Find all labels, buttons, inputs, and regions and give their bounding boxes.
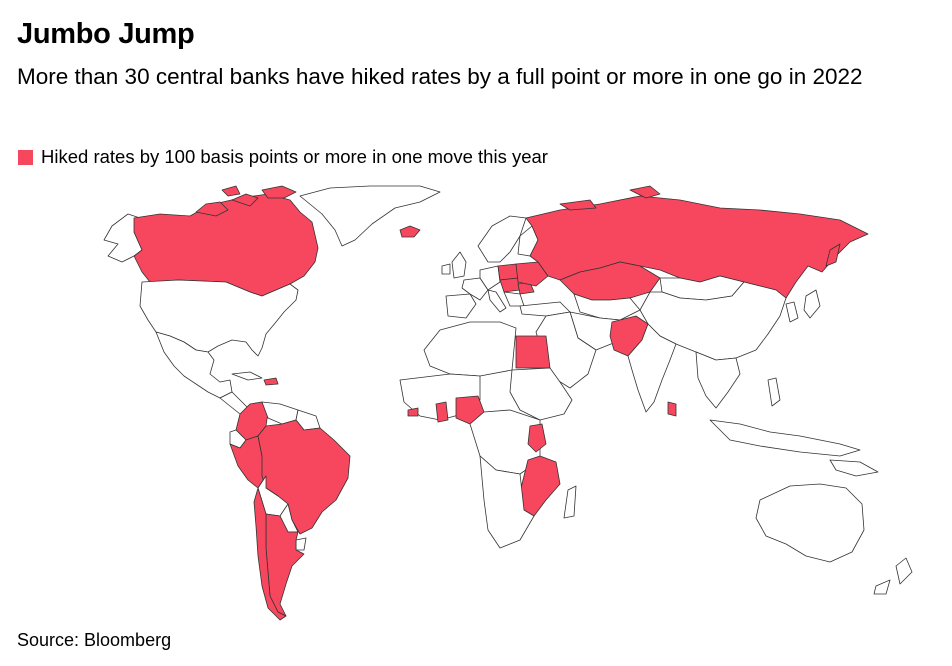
legend: Hiked rates by 100 basis points or more … xyxy=(18,146,548,168)
region-chile xyxy=(253,487,287,621)
region-southeast-asia xyxy=(695,351,741,409)
region-poland xyxy=(497,263,519,281)
chart-subtitle: More than 30 central banks have hiked ra… xyxy=(17,64,863,89)
region-madagascar xyxy=(563,485,577,519)
region-new-zealand xyxy=(873,557,913,595)
region-ghana xyxy=(435,401,449,423)
region-hispaniola xyxy=(263,377,279,386)
region-italy xyxy=(487,289,507,313)
region-china xyxy=(639,281,787,361)
region-canada-islands xyxy=(195,185,297,217)
region-egypt xyxy=(515,335,551,369)
region-cuba xyxy=(231,371,263,381)
region-indonesia xyxy=(709,419,861,457)
region-ukraine xyxy=(515,261,549,287)
region-russia-islands xyxy=(559,185,841,267)
region-iceland xyxy=(399,225,421,238)
region-greenland xyxy=(299,185,441,247)
region-ireland xyxy=(441,263,451,275)
region-india xyxy=(627,323,677,413)
region-brazil xyxy=(257,419,351,535)
region-north-africa xyxy=(423,321,517,377)
region-uk xyxy=(451,251,467,279)
world-map xyxy=(103,185,913,621)
region-east-africa xyxy=(527,423,547,453)
region-uruguay xyxy=(295,537,307,551)
region-australia xyxy=(755,483,865,563)
legend-label: Hiked rates by 100 basis points or more … xyxy=(41,146,548,167)
region-philippines xyxy=(767,377,781,407)
source-note: Source: Bloomberg xyxy=(17,630,172,650)
region-scandinavia xyxy=(477,215,527,263)
region-gambia xyxy=(407,407,419,417)
legend-swatch xyxy=(18,149,33,165)
region-central-europe xyxy=(479,265,501,291)
region-sri-lanka xyxy=(667,401,677,417)
region-new-guinea xyxy=(829,459,879,477)
chart-title: Jumbo Jump xyxy=(17,18,195,50)
region-czech-hungary xyxy=(499,277,521,293)
region-iberia xyxy=(445,293,477,319)
region-sudan-ethiopia xyxy=(509,367,573,421)
region-mexico xyxy=(155,331,233,399)
region-southern-africa xyxy=(479,455,535,549)
region-korea-japan xyxy=(785,289,821,323)
